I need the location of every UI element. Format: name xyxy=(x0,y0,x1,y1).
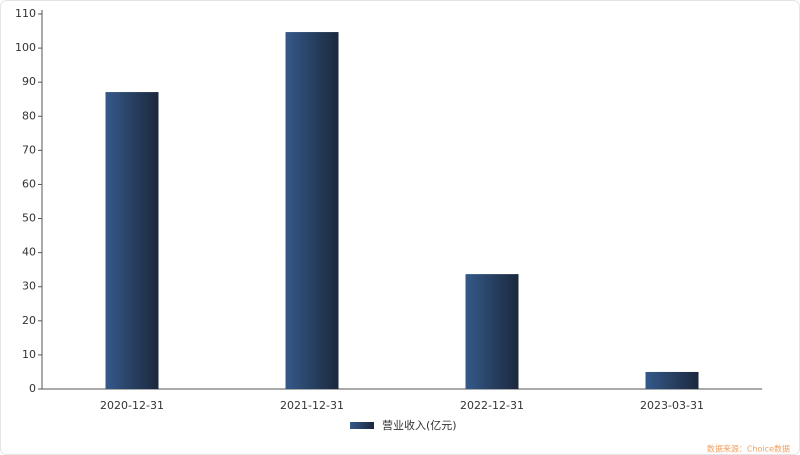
bar xyxy=(285,32,339,390)
bar xyxy=(645,371,699,389)
y-tick-label: 100 xyxy=(15,41,36,54)
bar xyxy=(465,274,519,389)
y-tick-label: 10 xyxy=(22,348,36,361)
legend-label: 营业收入(亿元) xyxy=(382,418,457,432)
y-tick-label: 60 xyxy=(22,177,36,190)
x-tick-label: 2020-12-31 xyxy=(100,399,164,412)
y-tick-label: 0 xyxy=(29,382,36,395)
x-tick-label: 2023-03-31 xyxy=(640,399,704,412)
y-tick-label: 50 xyxy=(22,212,36,225)
y-tick-label: 70 xyxy=(22,143,36,156)
x-tick-label: 2021-12-31 xyxy=(280,399,344,412)
y-tick-label: 110 xyxy=(15,7,36,20)
x-tick-label: 2022-12-31 xyxy=(460,399,524,412)
y-tick-label: 40 xyxy=(22,246,36,259)
y-tick-label: 20 xyxy=(22,314,36,327)
legend-swatch xyxy=(350,422,374,429)
y-tick-label: 90 xyxy=(22,75,36,88)
y-tick-label: 30 xyxy=(22,280,36,293)
source-note: 数据来源：Choice数据 xyxy=(707,444,790,454)
bar xyxy=(105,92,159,390)
y-tick-label: 80 xyxy=(22,109,36,122)
